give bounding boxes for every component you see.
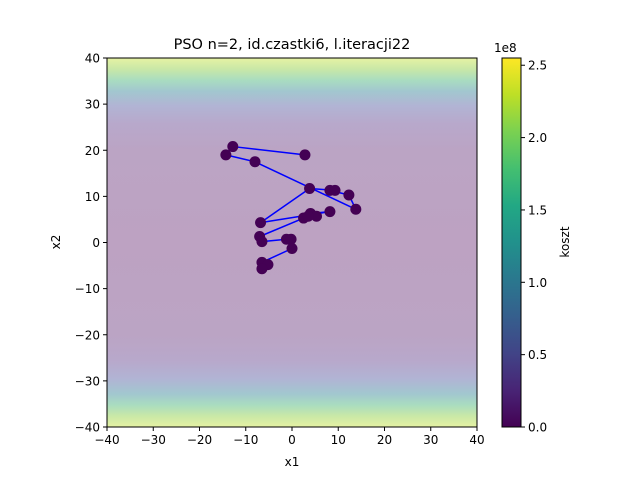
particle-point bbox=[256, 263, 268, 275]
particle-point bbox=[299, 149, 311, 161]
x-axis-label: x1 bbox=[285, 455, 300, 469]
particle-point bbox=[285, 233, 297, 245]
x-tick-label: −30 bbox=[141, 433, 166, 447]
particle-point bbox=[255, 217, 267, 229]
y-axis-label: x2 bbox=[49, 235, 63, 250]
x-axis-ticks: −40 −30 −20 −10 0 10 20 30 40 bbox=[94, 427, 485, 447]
colorbar-exponent: 1e8 bbox=[494, 41, 517, 55]
particle-point bbox=[302, 210, 314, 222]
colorbar-tick-label: 2.0 bbox=[528, 131, 547, 145]
x-tick-label: −10 bbox=[233, 433, 258, 447]
particle-point bbox=[286, 242, 298, 254]
y-axis-ticks: −40 −30 −20 −10 0 10 20 30 40 bbox=[75, 52, 107, 435]
x-tick-label: 40 bbox=[469, 433, 484, 447]
y-tick-label: 20 bbox=[85, 144, 100, 158]
y-tick-label: 40 bbox=[85, 52, 100, 66]
y-tick-label: 10 bbox=[85, 190, 100, 204]
particle-point bbox=[256, 236, 268, 248]
y-tick-label: −20 bbox=[75, 328, 100, 342]
trajectory-segment bbox=[260, 187, 311, 224]
x-tick-label: 10 bbox=[331, 433, 346, 447]
particle-point bbox=[227, 141, 239, 153]
y-tick-label: −30 bbox=[75, 374, 100, 388]
x-tick-label: −40 bbox=[94, 433, 119, 447]
particle-point bbox=[350, 203, 362, 215]
particle-point bbox=[304, 183, 316, 195]
trajectory-segment bbox=[232, 145, 306, 156]
y-tick-label: 0 bbox=[92, 236, 100, 250]
x-tick-label: 20 bbox=[377, 433, 392, 447]
particle-point bbox=[220, 149, 232, 161]
particle-point bbox=[324, 206, 336, 218]
particle-point bbox=[343, 189, 355, 201]
y-tick-label: 30 bbox=[85, 98, 100, 112]
colorbar-tick-label: 1.5 bbox=[528, 203, 547, 217]
particle-point bbox=[311, 210, 323, 222]
colorbar bbox=[501, 57, 522, 428]
y-tick-label: −40 bbox=[75, 421, 100, 435]
particle-point bbox=[329, 184, 341, 196]
x-tick-label: 30 bbox=[423, 433, 438, 447]
colorbar-label: koszt bbox=[558, 226, 572, 257]
chart-title: PSO n=2, id.czastki6, l.iteracji22 bbox=[174, 37, 411, 53]
marker-layer bbox=[220, 141, 362, 275]
colorbar-tick-label: 2.5 bbox=[528, 59, 547, 73]
colorbar-tick-label: 1.0 bbox=[528, 276, 547, 290]
x-tick-label: 0 bbox=[288, 433, 296, 447]
particle-point bbox=[249, 156, 261, 168]
colorbar-tick-label: 0.0 bbox=[528, 421, 547, 435]
x-tick-label: −20 bbox=[187, 433, 212, 447]
colorbar-tick-label: 0.5 bbox=[528, 348, 547, 362]
colorbar-ticks: 0.0 0.5 1.0 1.5 2.0 2.5 bbox=[521, 59, 547, 435]
y-tick-label: −10 bbox=[75, 282, 100, 296]
